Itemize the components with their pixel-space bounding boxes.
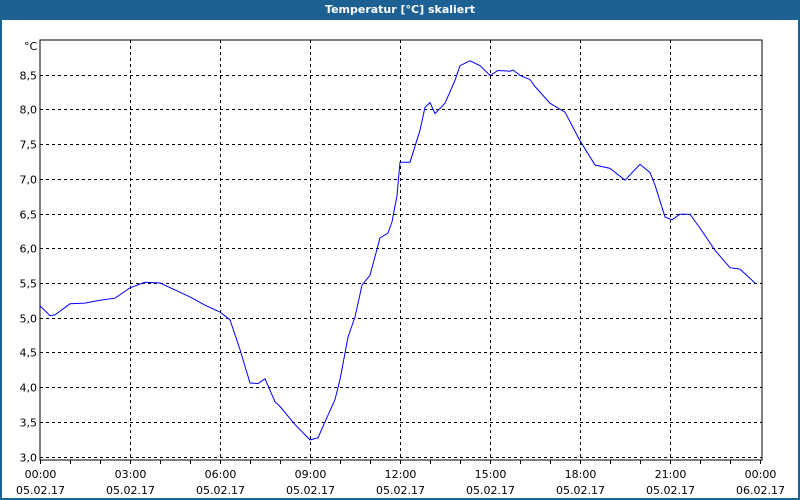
x-tick-time: 21:00 bbox=[655, 468, 687, 481]
y-tick-label: 3,5 bbox=[20, 417, 38, 430]
x-tick-time: 12:00 bbox=[385, 468, 417, 481]
y-tick-label: 3,0 bbox=[20, 452, 38, 465]
x-tick-date: 05.02.17 bbox=[106, 484, 155, 497]
temperature-chart: 3,0 3,5 4,0 4,5 5,0 5,5 6,0 6,5 7,0 7,5 8,0 8,5 00:0… bbox=[16, 39, 785, 498]
x-tick-date: 05.02.17 bbox=[466, 484, 515, 497]
x-tick-date: 05.02.17 bbox=[286, 484, 335, 497]
y-tick-label: 5,5 bbox=[20, 278, 38, 291]
x-tick-date: 06.02.17 bbox=[736, 484, 785, 497]
x-tick-date: 05.02.17 bbox=[556, 484, 605, 497]
x-tick-date: 05.02.17 bbox=[16, 484, 65, 497]
x-tick-time: 18:00 bbox=[565, 468, 597, 481]
x-tick-time: 15:00 bbox=[475, 468, 507, 481]
y-tick-label: 6,5 bbox=[20, 209, 38, 222]
series-line bbox=[39, 60, 756, 441]
y-tick-label: 8,0 bbox=[20, 104, 38, 117]
x-tick-time: 00:00 bbox=[745, 468, 777, 481]
ticks: 3,0 3,5 4,0 4,5 5,0 5,5 6,0 6,5 7,0 7,5 8,0 8,5 00:0… bbox=[16, 70, 785, 498]
x-tick-date: 05.02.17 bbox=[646, 484, 695, 497]
x-tick-date: 05.02.17 bbox=[196, 484, 245, 497]
x-tick-time: 09:00 bbox=[295, 468, 327, 481]
grid bbox=[40, 40, 762, 460]
x-tick-time: 03:00 bbox=[115, 468, 147, 481]
x-tick-time: 06:00 bbox=[205, 468, 237, 481]
y-tick-label: 5,0 bbox=[20, 313, 38, 326]
x-tick-date: 05.02.17 bbox=[376, 484, 425, 497]
chart-panel: 3,0 3,5 4,0 4,5 5,0 5,5 6,0 6,5 7,0 7,5 8,0 8,5 00:0… bbox=[2, 20, 798, 498]
y-tick-label: 6,0 bbox=[20, 243, 38, 256]
y-tick-label: 4,5 bbox=[20, 347, 38, 360]
y-tick-label: 7,5 bbox=[20, 139, 38, 152]
y-tick-label: 7,0 bbox=[20, 174, 38, 187]
x-tick-time: 00:00 bbox=[25, 468, 57, 481]
y-axis-unit: °C bbox=[24, 40, 38, 53]
y-tick-label: 4,0 bbox=[20, 382, 38, 395]
y-tick-label: 8,5 bbox=[20, 70, 38, 83]
window-title: Temperatur [°C] skaliert bbox=[325, 3, 475, 16]
